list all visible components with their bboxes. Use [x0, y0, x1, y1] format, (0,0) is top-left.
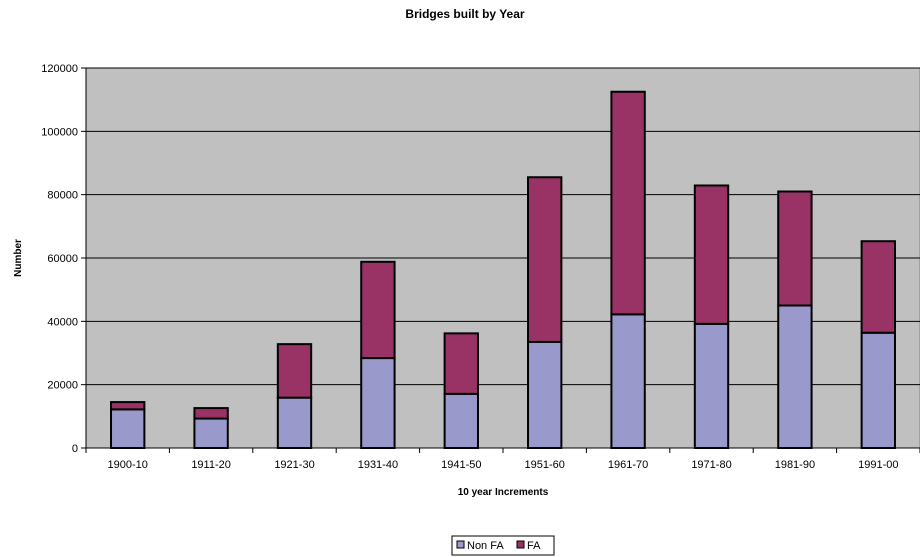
- bar-fa: [110, 401, 146, 411]
- x-tick-label: 1981-90: [775, 459, 815, 471]
- y-axis-title: Number: [13, 239, 24, 277]
- y-tick-label: 100000: [41, 126, 78, 138]
- bars: [110, 90, 896, 450]
- bar-fa: [860, 240, 896, 334]
- bar-fa: [527, 176, 563, 343]
- y-tick-label: 20000: [47, 380, 78, 392]
- y-tick-label: 60000: [47, 253, 78, 265]
- chart-title: Bridges built by Year: [405, 7, 524, 21]
- y-tick-label: 0: [72, 443, 78, 455]
- bar-non-fa: [860, 331, 896, 450]
- x-tick-label: 1921-30: [274, 459, 314, 471]
- y-tick-label: 120000: [41, 63, 78, 75]
- bar-fa: [693, 184, 730, 325]
- x-tick-label: 1991-00: [858, 459, 898, 471]
- bar-fa: [443, 332, 479, 395]
- x-tick-label: 1931-40: [358, 459, 398, 471]
- bar-non-fa: [443, 392, 479, 450]
- x-tick-label: 1971-80: [691, 459, 731, 471]
- bar-non-fa: [610, 313, 646, 449]
- x-axis: 1900-10 1911-20 1921-30 1931-40 1941-50 1951-…: [85, 447, 920, 471]
- y-axis: 0 20000 40000 60000 80000 100000 120000: [41, 63, 87, 455]
- bar-non-fa: [527, 340, 563, 449]
- bar-non-fa: [360, 357, 396, 450]
- legend-swatch-non-fa: [456, 540, 465, 549]
- bar-fa: [193, 407, 229, 420]
- bar-non-fa: [693, 322, 730, 449]
- legend-swatch-fa: [516, 540, 525, 549]
- x-tick-label: 1951-60: [525, 459, 565, 471]
- y-tick-label: 80000: [47, 190, 78, 202]
- legend-box: [451, 535, 555, 556]
- y-tick-label: 40000: [47, 316, 78, 328]
- legend: Non FA FA: [451, 535, 555, 556]
- bar-non-fa: [276, 396, 313, 449]
- bar-non-fa: [110, 408, 146, 450]
- bar-fa: [276, 343, 313, 399]
- legend-label-fa: FA: [527, 540, 541, 552]
- x-tick-label: 1961-70: [608, 459, 648, 471]
- x-tick-label: 1911-20: [191, 459, 231, 471]
- gridlines: [86, 67, 920, 386]
- x-tick-label: 1900-10: [108, 459, 148, 471]
- bar-fa: [777, 190, 813, 307]
- x-tick-label: 1941-50: [441, 459, 481, 471]
- bar-non-fa: [777, 304, 813, 449]
- bar-fa: [360, 260, 396, 360]
- legend-label-non-fa: Non FA: [467, 540, 504, 552]
- bar-fa: [610, 90, 646, 316]
- x-axis-title: 10 year Increments: [458, 487, 549, 498]
- bar-non-fa: [193, 417, 229, 449]
